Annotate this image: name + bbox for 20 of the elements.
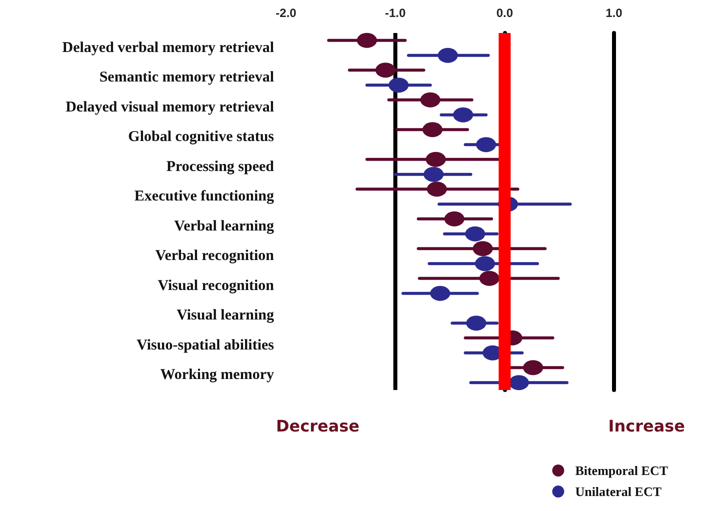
y-tick-label: Verbal learning xyxy=(174,218,274,234)
y-tick-label: Working memory xyxy=(160,367,274,384)
text: Increase xyxy=(608,416,686,436)
x-tick-label: -1.0 xyxy=(384,6,406,20)
y-tick-label: Global cognitive status xyxy=(128,129,274,146)
text: Decrease xyxy=(276,416,360,436)
legend-label: Bitemporal ECT xyxy=(575,463,668,478)
y-tick-label: Delayed verbal memory retrieval xyxy=(62,40,274,56)
legend-label: Unilateral ECT xyxy=(575,484,662,499)
y-tick-label: Semantic memory retrieval xyxy=(99,70,274,86)
y-tick-label: Verbal recognition xyxy=(155,248,275,264)
y-tick-label: Visual learning xyxy=(176,308,274,324)
y-tick-label: Processing speed xyxy=(166,158,275,175)
x-tick-label: -2.0 xyxy=(276,6,297,20)
y-tick-label: Visual recognition xyxy=(158,278,275,294)
x-tick-label: 0.0 xyxy=(496,6,514,20)
y-tick-label: Delayed visual memory retrieval xyxy=(66,99,274,116)
y-tick-label: Visuo-spatial abilities xyxy=(136,337,274,354)
x-tick-label: 1.0 xyxy=(606,6,623,20)
y-tick-label: Executive functioning xyxy=(134,188,274,205)
